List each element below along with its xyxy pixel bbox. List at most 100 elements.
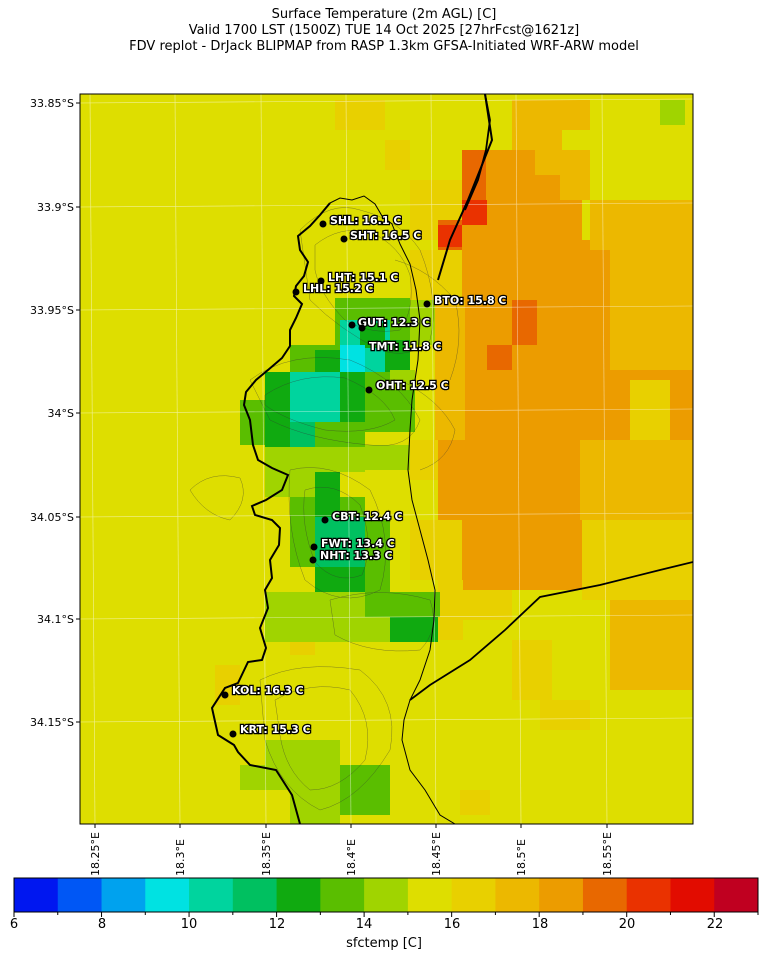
- grid-line: [80, 305, 693, 311]
- colorbar-title: sfctemp [C]: [346, 936, 422, 951]
- colorbar-swatch: [14, 878, 59, 912]
- temperature-grid: [215, 100, 693, 824]
- temp-cell: [630, 380, 670, 440]
- colorbar-swatch: [189, 878, 234, 912]
- lat-ticks: [76, 102, 80, 723]
- temp-cell: [365, 592, 440, 617]
- temp-cell: [335, 100, 385, 130]
- grid-line: [174, 94, 181, 824]
- station-marker-gut[interactable]: [348, 321, 356, 329]
- lat-label: 33.85°S: [30, 97, 74, 110]
- temp-cell: [340, 765, 390, 815]
- station-marker-sht[interactable]: [340, 235, 348, 243]
- temp-cell: [460, 790, 490, 815]
- graticule: [80, 94, 693, 824]
- grid-line: [515, 94, 522, 824]
- lat-label: 34.15°S: [30, 716, 74, 729]
- temp-cell: [290, 372, 340, 422]
- colorbar-tick-label: 20: [618, 917, 636, 932]
- temp-cell: [540, 700, 590, 730]
- station-marker-bto[interactable]: [423, 300, 431, 308]
- colorbar-tick-label: 12: [268, 917, 286, 932]
- contour-line: [274, 686, 369, 791]
- title-line-2: Valid 1700 LST (1500Z) TUE 14 Oct 2025 […: [188, 23, 580, 38]
- colorbar-swatch: [276, 878, 321, 912]
- colorbar-swatch: [670, 878, 715, 912]
- temp-cell: [265, 447, 365, 472]
- colorbar-tick-label: 8: [97, 917, 107, 932]
- temp-cell: [240, 765, 265, 790]
- station-marker-fwt[interactable]: [310, 543, 318, 551]
- temp-cell: [610, 600, 693, 690]
- colorbar-tick-label: 18: [531, 917, 549, 932]
- colorbar-swatch: [539, 878, 584, 912]
- lat-label: 34.05°S: [30, 511, 74, 524]
- grid-line: [80, 717, 693, 723]
- colorbar-tick-label: 6: [9, 917, 19, 932]
- colorbar-swatch: [626, 878, 671, 912]
- temp-cell: [438, 580, 463, 640]
- colorbar-swatch: [145, 878, 190, 912]
- lat-label: 34.1°S: [37, 613, 74, 626]
- station-marker-lhl[interactable]: [292, 288, 300, 296]
- colorbar-swatch: [364, 878, 409, 912]
- temp-cell: [315, 567, 365, 592]
- temp-cell: [410, 520, 462, 580]
- temp-cell: [315, 350, 340, 375]
- temp-cell: [315, 422, 365, 447]
- lon-label: 18.5°E: [515, 839, 528, 876]
- station-marker-lht[interactable]: [317, 277, 325, 285]
- colorbar-tick-label: 10: [180, 917, 198, 932]
- lon-label: 18.3°E: [174, 839, 187, 876]
- station-marker-kol[interactable]: [221, 691, 229, 699]
- temp-cell: [660, 100, 685, 125]
- grid-line: [89, 94, 96, 824]
- colorbar-swatch: [320, 878, 365, 912]
- temp-cell: [580, 440, 693, 520]
- temp-cell: [265, 740, 340, 790]
- contour-line: [314, 229, 412, 332]
- temp-cell: [462, 520, 582, 590]
- admin-boundary: [409, 561, 693, 701]
- station-marker-shl[interactable]: [319, 220, 327, 228]
- grid-line: [260, 94, 267, 824]
- colorbar-swatch: [495, 878, 540, 912]
- temp-cell: [487, 345, 512, 370]
- station-marker-krt[interactable]: [229, 730, 237, 738]
- colorbar-swatch: [232, 878, 278, 912]
- temp-cell: [265, 472, 315, 497]
- lon-label: 18.35°E: [260, 832, 273, 876]
- temp-cell: [340, 617, 390, 642]
- station-marker-nht[interactable]: [309, 556, 317, 564]
- grid-line: [601, 94, 608, 824]
- station-label-cbt: CBT: 12.4 C: [332, 510, 403, 523]
- station-marker-tmt[interactable]: [358, 324, 366, 332]
- station-layer: SHL: 16.1 C SHT: 16.5 C LHT: 15.1 C LHL:…: [221, 213, 508, 738]
- temp-cell: [462, 590, 512, 620]
- grid-line: [430, 94, 437, 824]
- temp-cell: [535, 150, 560, 175]
- station-label-lhl: LHL: 15.2 C: [303, 282, 374, 295]
- title-line-3: FDV replot - DrJack BLIPMAP from RASP 1.…: [129, 39, 639, 54]
- lon-ticks: [94, 824, 608, 828]
- contour-line: [399, 379, 456, 471]
- station-label-shl: SHL: 16.1 C: [330, 214, 401, 227]
- contour-line: [189, 475, 244, 521]
- chart-title: Surface Temperature (2m AGL) [C] Valid 1…: [0, 7, 768, 55]
- contour-line: [394, 259, 460, 381]
- contour-line: [299, 207, 434, 354]
- temp-cell: [590, 200, 693, 250]
- station-marker-oht[interactable]: [365, 386, 373, 394]
- temp-cell: [290, 422, 315, 447]
- temp-cell: [340, 497, 365, 517]
- colorbar-swatch: [407, 878, 453, 912]
- grid-line: [80, 202, 693, 208]
- station-marker-cbt[interactable]: [321, 516, 329, 524]
- contour-line: [259, 666, 393, 811]
- temp-cell: [365, 445, 410, 470]
- station-label-lht: LHT: 15.1 C: [328, 271, 398, 284]
- temp-cell: [340, 345, 365, 375]
- map-plot-area: [80, 94, 693, 824]
- temp-cell: [610, 250, 693, 370]
